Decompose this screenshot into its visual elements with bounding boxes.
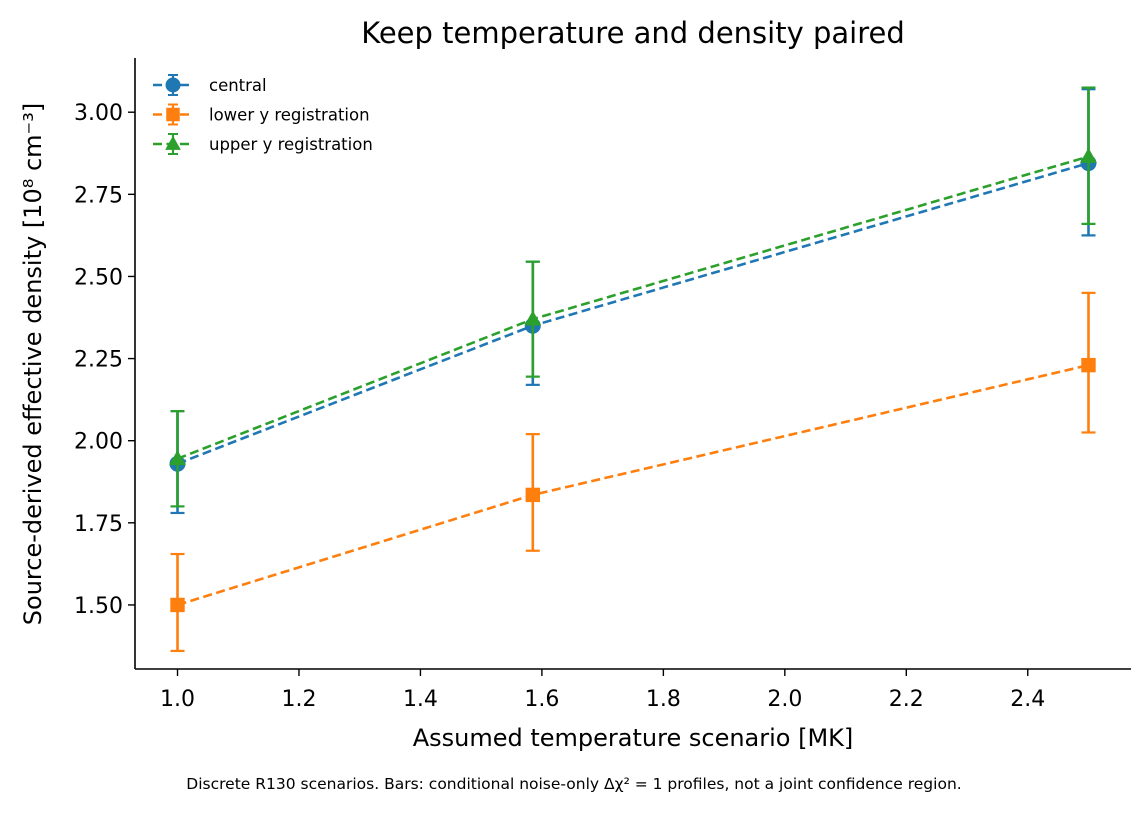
y-tick-label: 1.75 [74, 512, 123, 537]
legend-marker-lower-y-registration [166, 107, 180, 122]
figure-caption: Discrete R130 scenarios. Bars: condition… [186, 775, 961, 793]
x-tick-label: 2.0 [767, 687, 802, 712]
plot-area: 1.0 1.2 1.4 1.6 1.8 2.0 2.2 2.4 1.50 1.75 2.00 2.25… [74, 58, 1131, 712]
y-tick-label: 3.00 [74, 101, 123, 126]
legend-label-upper-y-registration: upper y registration [209, 135, 373, 154]
data-point-upper-y-registration [524, 310, 542, 326]
y-tick-label: 2.50 [74, 265, 123, 290]
x-tick-label: 1.6 [524, 687, 559, 712]
legend-marker-central [165, 77, 181, 93]
legend-marker-upper-y-registration [165, 135, 181, 150]
data-point-lower-y-registration [170, 597, 185, 613]
legend-label-lower-y-registration: lower y registration [209, 106, 370, 125]
data-point-lower-y-registration [1081, 357, 1096, 373]
y-tick-label: 2.75 [74, 183, 123, 208]
chart-title: Keep temperature and density paired [361, 16, 904, 50]
x-tick-label: 1.8 [646, 687, 681, 712]
y-tick-label: 1.50 [74, 594, 123, 619]
y-tick-label: 2.25 [74, 348, 123, 373]
x-tick-label: 1.2 [281, 687, 316, 712]
data-point-upper-y-registration [1080, 147, 1097, 163]
data-point-upper-y-registration [169, 449, 186, 466]
x-tick-label: 2.4 [1010, 687, 1045, 712]
legend-label-central: central [209, 76, 267, 95]
x-tick-label: 1.4 [403, 687, 438, 712]
x-tick-label: 1.0 [160, 687, 195, 712]
y-tick-label: 2.00 [74, 430, 123, 455]
x-axis-label: Assumed temperature scenario [MK] [413, 724, 854, 752]
x-tick-label: 2.2 [889, 687, 924, 712]
data-point-lower-y-registration [525, 487, 540, 503]
y-axis-label: Source-derived effective density [10⁸ cm… [19, 103, 47, 625]
